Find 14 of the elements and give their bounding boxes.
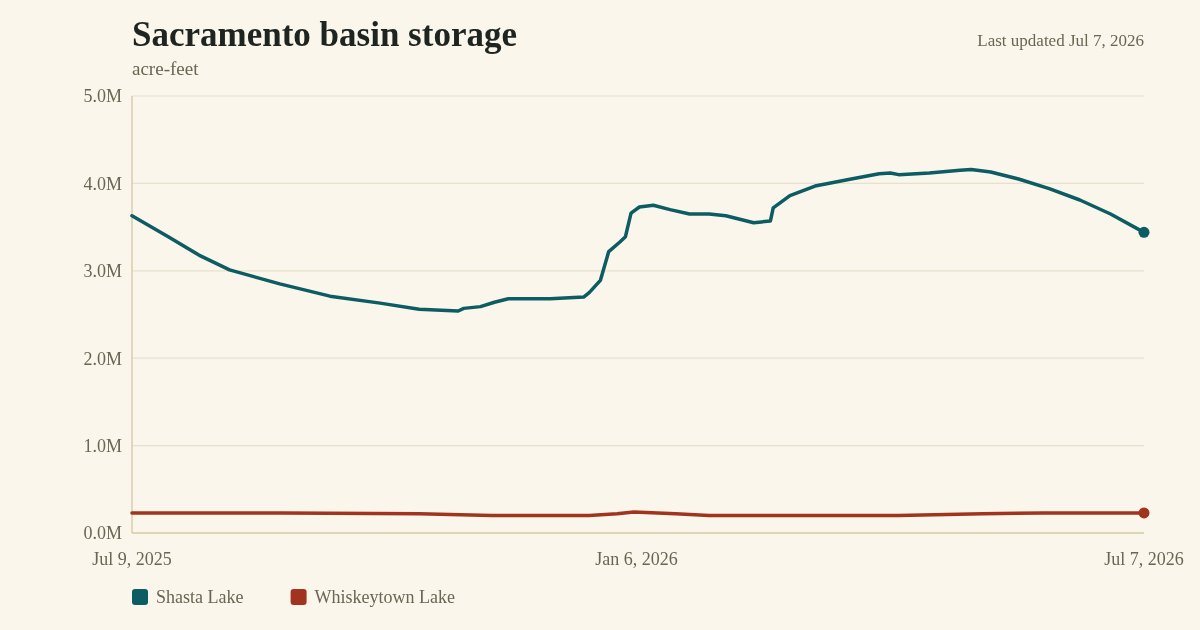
x-tick-label: Jul 9, 2025	[92, 549, 172, 569]
y-tick-label: 2.0M	[83, 348, 122, 369]
x-tick-label: Jul 7, 2026	[1104, 549, 1184, 569]
text: Last updated Jul 7, 2026	[977, 31, 1144, 50]
chart-title: Sacramento basin storage	[132, 15, 517, 54]
chart-subtitle: acre-feet	[132, 58, 200, 79]
y-tick-label: 1.0M	[83, 435, 122, 456]
legend-label: Whiskeytown Lake	[314, 587, 456, 607]
y-tick-label: 0.0M	[83, 523, 122, 544]
y-tick-label: 4.0M	[83, 173, 122, 194]
y-tick-label: 3.0M	[83, 261, 122, 282]
y-tick-label: 5.0M	[83, 86, 122, 107]
legend-label: Shasta Lake	[156, 587, 244, 607]
x-tick-label: Jan 6, 2026	[595, 549, 678, 569]
